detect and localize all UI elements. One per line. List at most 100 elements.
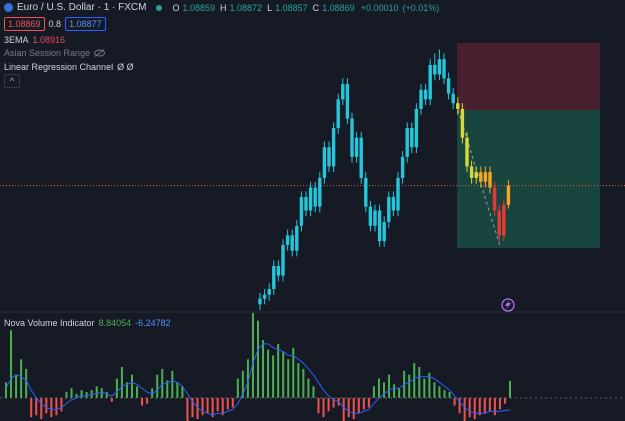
volume-bar <box>70 388 73 398</box>
volume-bar <box>25 368 28 398</box>
ohlc-label: O <box>172 2 180 13</box>
candle-body <box>382 221 386 242</box>
event-icon[interactable] <box>501 298 515 312</box>
volume-legend: Nova Volume Indicator 8.84054 -6.24782 <box>4 318 171 328</box>
volume-bar <box>453 397 456 406</box>
candle-body <box>502 204 506 236</box>
volume-bar <box>367 397 370 408</box>
volume-bar <box>50 397 53 418</box>
volume-bar <box>408 374 411 398</box>
candle-body <box>469 166 474 178</box>
candle-body <box>258 298 262 305</box>
candle-body <box>437 59 442 75</box>
volume-bar <box>357 397 360 414</box>
candle-body <box>391 197 396 211</box>
volume-bar <box>443 390 446 398</box>
candle-body <box>433 64 437 75</box>
candle-body <box>322 147 327 178</box>
candle-body <box>488 172 492 188</box>
candle-body <box>364 177 368 207</box>
target-zone <box>457 110 600 248</box>
volume-bar <box>35 397 38 416</box>
candle-body <box>492 187 497 211</box>
volume-bar <box>166 380 169 398</box>
ohlc-value: 1.08872 <box>229 2 263 13</box>
volume-bar <box>216 397 219 412</box>
candle-body <box>479 172 483 182</box>
volume-bar <box>75 394 78 398</box>
signal-value: -6.24782 <box>135 318 171 328</box>
indicator-name[interactable]: Linear Regression Channel <box>4 62 114 72</box>
volume-bar <box>125 382 128 398</box>
volume-bar <box>156 374 159 398</box>
sell-button[interactable]: 1.08869 <box>4 17 45 31</box>
symbol[interactable]: Euro / U.S. Dollar · 1 · FXCM <box>17 2 147 13</box>
volume-bar <box>171 370 174 398</box>
volume-bar <box>206 397 209 414</box>
ohlc-label: C <box>312 2 320 13</box>
candle-body <box>460 108 465 138</box>
volume-bar <box>342 397 345 421</box>
candle-body <box>281 244 285 276</box>
volume-bar <box>251 313 254 398</box>
volume-bar <box>503 397 506 404</box>
volume-bar <box>473 397 476 420</box>
candle-body <box>331 128 336 167</box>
candle-body <box>483 172 488 182</box>
candle-body <box>428 64 432 100</box>
candle-body <box>368 206 373 226</box>
volume-bar <box>151 388 154 398</box>
volume-bar <box>45 397 48 414</box>
volume-bar <box>428 372 431 398</box>
candle-body <box>313 187 317 207</box>
indicator-name[interactable]: 3EMA <box>4 35 29 45</box>
volume-bar <box>65 392 68 398</box>
volume-bar <box>20 359 23 398</box>
change: +0.00010 <box>360 2 399 13</box>
volume-bar <box>463 397 466 421</box>
candle-body <box>290 235 294 251</box>
volume-bar <box>110 397 113 402</box>
volume-bar <box>418 367 421 398</box>
volume-bar <box>100 388 103 398</box>
buy-button[interactable]: 1.08877 <box>65 17 106 31</box>
candle-body <box>497 210 501 236</box>
volume-bar <box>10 330 13 398</box>
volume-bar <box>246 359 249 398</box>
ohlc-label: L <box>267 2 273 13</box>
event-icon-bolt <box>505 300 511 310</box>
indicator-asian: Asian Session Range <box>4 48 106 58</box>
hidden-icon[interactable] <box>94 49 106 57</box>
volume-bar <box>362 397 365 410</box>
candle-body <box>465 137 469 167</box>
indicator-ema: 3EMA 1.08916 <box>4 35 65 45</box>
volume-bar <box>5 382 7 398</box>
candle-body <box>272 266 276 290</box>
candle-body <box>405 128 409 157</box>
volume-bar <box>302 368 305 398</box>
volume-bar <box>292 347 295 398</box>
ohlc: O 1.08859 H 1.08872 L 1.08857 C 1.08869 <box>172 3 356 13</box>
collapse-button[interactable]: ^ <box>4 74 20 88</box>
volume-bar <box>372 386 375 398</box>
volume-bar <box>95 386 98 398</box>
volume-bar <box>231 397 234 408</box>
indicator-value: 1.08916 <box>32 35 66 45</box>
volume-bar <box>196 397 199 420</box>
volume-bar <box>413 363 416 398</box>
volume-bar <box>272 355 275 398</box>
volume-bar <box>191 397 194 418</box>
ohlc-value: 1.08857 <box>275 2 308 13</box>
candle-body <box>354 137 359 157</box>
change-percent: (+0.01%) <box>402 2 440 13</box>
indicator-title[interactable]: Nova Volume Indicator <box>4 318 95 328</box>
ohlc-label: H <box>220 2 227 13</box>
candle-body <box>410 128 414 148</box>
indicator-name[interactable]: Asian Session Range <box>4 48 91 58</box>
volume-bar <box>438 386 441 398</box>
symbol-row: Euro / U.S. Dollar · 1 · FXCM O 1.08859 H 1… <box>4 2 439 13</box>
volume-bar <box>221 397 224 416</box>
volume-bar <box>493 397 496 416</box>
volume-bar <box>115 378 118 398</box>
